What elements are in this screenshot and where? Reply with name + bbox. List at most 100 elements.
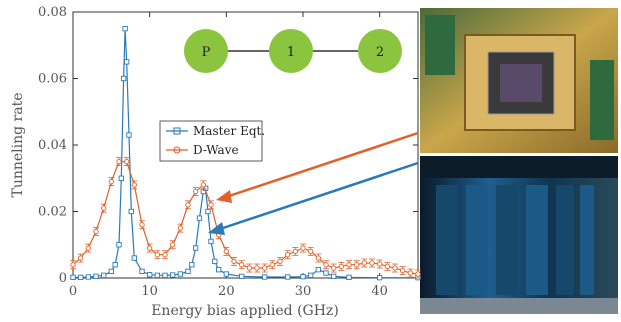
legend-label-master: Master Eqt. xyxy=(193,124,265,138)
data-point xyxy=(377,275,383,281)
data-point xyxy=(78,255,84,261)
data-point xyxy=(147,272,153,278)
data-point xyxy=(400,268,406,274)
series-line-1 xyxy=(72,161,419,275)
data-point xyxy=(269,262,275,268)
data-point xyxy=(185,202,191,208)
chip-photo xyxy=(420,8,618,153)
data-point xyxy=(154,252,160,258)
data-point xyxy=(323,270,329,276)
data-point xyxy=(93,273,99,279)
data-point xyxy=(361,260,367,266)
x-tick-label: 20 xyxy=(218,284,235,299)
arrow-master-to-rack xyxy=(219,161,419,231)
data-point xyxy=(170,242,176,248)
graph-node-1 xyxy=(269,29,313,73)
data-point xyxy=(116,242,122,248)
data-point xyxy=(101,272,107,278)
data-point xyxy=(346,274,352,280)
data-point xyxy=(205,208,211,215)
data-point xyxy=(308,248,314,255)
y-tick-label: 0.08 xyxy=(38,5,67,20)
data-point xyxy=(354,262,360,268)
data-point xyxy=(239,262,245,268)
data-point xyxy=(369,260,375,266)
data-point xyxy=(338,263,344,270)
data-point xyxy=(300,274,306,280)
data-point xyxy=(70,262,76,268)
data-point xyxy=(384,263,390,270)
arrow-dwave-to-chip xyxy=(225,131,419,199)
x-axis-label: Energy bias applied (GHz) xyxy=(151,303,339,319)
data-point xyxy=(223,248,229,255)
x-tick-label: 40 xyxy=(371,284,388,299)
data-point xyxy=(315,255,321,261)
data-point xyxy=(128,208,134,215)
data-point xyxy=(308,272,314,278)
data-point xyxy=(93,228,99,235)
graph-node-2 xyxy=(358,29,402,73)
data-point xyxy=(78,274,84,280)
y-axis-label: Tunneling rate xyxy=(10,92,26,197)
data-point xyxy=(118,175,124,181)
data-point xyxy=(108,268,114,274)
x-tick-label: 10 xyxy=(141,284,158,299)
data-point xyxy=(124,59,130,65)
data-point xyxy=(292,248,298,255)
data-point xyxy=(254,265,260,271)
legend: Master Eqt. D-Wave xyxy=(159,120,265,162)
data-point xyxy=(331,273,337,279)
series-layer xyxy=(70,25,421,281)
data-point xyxy=(262,274,268,280)
data-point xyxy=(193,245,199,251)
data-point xyxy=(231,258,237,265)
data-point xyxy=(126,132,132,138)
data-point xyxy=(200,182,206,188)
data-point xyxy=(120,75,127,82)
data-point xyxy=(131,182,137,188)
data-point xyxy=(246,265,252,271)
data-point xyxy=(300,245,306,251)
data-point xyxy=(285,252,291,258)
data-point xyxy=(392,265,398,271)
data-point xyxy=(346,262,352,268)
data-point xyxy=(147,245,153,251)
arrow-dwave-head xyxy=(216,190,232,203)
data-point xyxy=(108,178,114,185)
data-point xyxy=(331,265,337,271)
data-point xyxy=(196,215,203,221)
arrow-master-head xyxy=(208,222,225,235)
y-tick-label: 0.06 xyxy=(38,72,67,87)
data-point xyxy=(139,222,145,228)
data-point xyxy=(177,271,183,277)
data-point xyxy=(262,265,268,271)
data-point xyxy=(277,258,283,265)
data-point xyxy=(323,262,329,268)
graph-node-p-label: P xyxy=(202,45,211,60)
y-tick-label: 0.02 xyxy=(38,205,67,220)
data-point xyxy=(85,274,91,280)
graph-node-2-label: 2 xyxy=(376,45,384,60)
x-tick-label: 30 xyxy=(295,284,312,299)
data-point xyxy=(315,267,321,273)
data-point xyxy=(162,252,168,258)
data-point xyxy=(223,271,229,277)
data-point xyxy=(154,272,160,278)
legend-marker-dwave xyxy=(173,146,181,154)
data-point xyxy=(239,273,245,279)
data-point xyxy=(216,267,222,273)
data-point xyxy=(189,262,195,268)
supercomputer-photo xyxy=(420,156,618,314)
data-point xyxy=(170,272,176,278)
y-tick-label: 0.04 xyxy=(38,138,67,153)
annotation-arrows xyxy=(208,131,419,235)
y-tick-label: 0 xyxy=(59,271,67,286)
data-point xyxy=(415,271,421,277)
data-point xyxy=(177,225,183,231)
data-point xyxy=(139,268,145,274)
data-point xyxy=(193,188,199,195)
data-point xyxy=(285,274,291,280)
data-point xyxy=(85,245,91,251)
